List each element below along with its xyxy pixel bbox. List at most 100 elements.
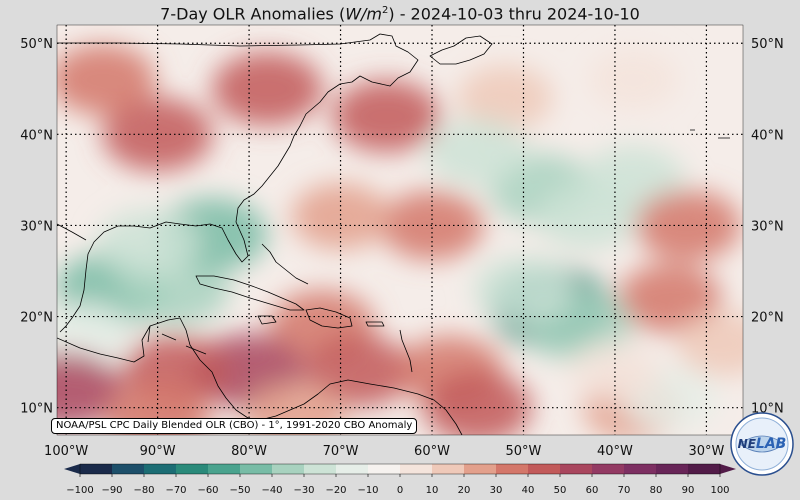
colorbar-tick-label: −50: [229, 485, 250, 496]
colorbar-segment: [624, 464, 657, 474]
anomaly-region: [380, 190, 484, 260]
colorbar-tick-label: −40: [261, 485, 282, 496]
colorbar-tick-label: −30: [293, 485, 314, 496]
anomaly-region: [291, 183, 390, 250]
latitude-labels-right: 50°N40°N30°N20°N10°N: [751, 37, 784, 416]
longitude-labels: 100°W 90°W 80°W 70°W 60°W 50°W 40°W 30°W: [44, 444, 724, 459]
lat-label-left: 40°N: [20, 128, 53, 143]
lat-label-right: 30°N: [751, 219, 784, 234]
colorbar-tick-label: 0: [397, 485, 403, 496]
anomaly-region: [423, 371, 532, 435]
lat-label-left: 50°N: [20, 37, 53, 52]
colorbar: −100 −90 −80 −70 −60 −50 −40 −30 −20 −10 0 10 20 30 40…: [64, 463, 736, 496]
colorbar-tick-label: −100: [66, 485, 93, 496]
colorbar-segment: [464, 464, 497, 474]
bahamas: [261, 243, 309, 285]
colorbar-segment: [688, 464, 721, 474]
colorbar-tick-label: 30: [490, 485, 503, 496]
puerto-rico-outline: [365, 321, 385, 327]
colorbar-tick-label: −10: [357, 485, 378, 496]
colorbar-tick-label: 100: [710, 485, 729, 496]
lat-label-right: 50°N: [751, 37, 784, 52]
colorbar-tick-label: 50: [554, 485, 567, 496]
colorbar-segment: [656, 464, 689, 474]
lesser-antilles: [399, 329, 413, 373]
yucatan-central-america-coastline: [57, 317, 277, 421]
anomaly-region: [57, 302, 133, 368]
anomaly-region: [537, 182, 638, 251]
colorbar-tick-label: −90: [101, 485, 122, 496]
colorbar-tick-label: 80: [650, 485, 663, 496]
longitude-label: 30°W: [688, 444, 724, 459]
colorbar-segment: [432, 464, 465, 474]
colorbar-segment: [496, 464, 529, 474]
anomaly-region: [332, 80, 441, 153]
latitude-labels-left: 50°N 40°N 30°N 20°N 10°N: [20, 37, 53, 416]
anomaly-region: [473, 255, 574, 323]
colorbar-tick-label: −20: [325, 485, 346, 496]
colorbar-segment: [240, 464, 273, 474]
colorbar-segment: [304, 464, 337, 474]
nova-scotia-newfoundland: [429, 35, 493, 65]
lat-label-right: 40°N: [751, 128, 784, 143]
colorbar-segment: [112, 464, 145, 474]
lat-label-right: 20°N: [751, 311, 784, 326]
colorbar-tick-label: 60: [586, 485, 599, 496]
colorbar-tick-labels: −100 −90 −80 −70 −60 −50 −40 −30 −20 −10 0 10 20 30 40…: [66, 474, 730, 496]
colorbar-segment: [560, 464, 593, 474]
south-america-coastline: [275, 379, 463, 435]
anomaly-region: [427, 118, 528, 187]
colorbar-segment: [528, 464, 561, 474]
nexlab-logo: NELAB: [730, 412, 794, 476]
anomaly-region: [244, 383, 346, 435]
map-title: 7-Day OLR Anomalies (W/m2) - 2024-10-03 …: [160, 4, 640, 24]
colorbar-tick-label: 40: [522, 485, 535, 496]
colorbar-segment: [336, 464, 369, 474]
svg-text:NELAB: NELAB: [738, 436, 787, 452]
colorbar-segment: [144, 464, 177, 474]
longitude-label: 40°W: [597, 444, 633, 459]
longitude-label: 60°W: [414, 444, 450, 459]
longitude-label: 90°W: [140, 444, 176, 459]
colorbar-tick-label: 90: [682, 485, 695, 496]
lat-label-left: 10°N: [20, 402, 53, 417]
anomaly-region: [457, 65, 553, 131]
colorbar-tick-label: 10: [426, 485, 439, 496]
anomaly-region: [57, 351, 123, 427]
anomaly-region: [676, 311, 743, 377]
colorbar-segment: [208, 464, 241, 474]
us-mexico-border: [57, 223, 87, 241]
data-source-credit: NOAA/PSL CPC Daily Blended OLR (CBO) - 1…: [51, 418, 418, 434]
anomaly-region: [57, 44, 156, 115]
coastlines: [57, 33, 730, 435]
longitude-label: 100°W: [44, 444, 88, 459]
colorbar-segment: [368, 464, 401, 474]
anomaly-region: [304, 335, 413, 408]
map-plot-area: [57, 25, 743, 435]
anomaly-region: [212, 52, 323, 126]
anomaly-region: [587, 48, 679, 111]
azores: [690, 129, 730, 139]
colorbar-segment: [592, 464, 625, 474]
colorbar-tick-label: 70: [618, 485, 631, 496]
longitude-label: 50°W: [506, 444, 542, 459]
lat-label-left: 30°N: [20, 219, 53, 234]
colorbar-tick-label: −60: [197, 485, 218, 496]
colorbar-segment: [176, 464, 209, 474]
map-frame: [56, 24, 744, 436]
colorbar-tick-label: 20: [458, 485, 471, 496]
central-america-borders: [147, 325, 207, 355]
colorbar-tick-label: −70: [165, 485, 186, 496]
longitude-label: 80°W: [231, 444, 267, 459]
colorbar-min-extend: [64, 464, 80, 474]
anomaly-region: [569, 340, 661, 402]
colorbar-segment: [272, 464, 305, 474]
graticule: [57, 25, 743, 435]
colorbar-segment: [400, 464, 433, 474]
colorbar-tick-label: −80: [133, 485, 154, 496]
lat-label-left: 20°N: [20, 311, 53, 326]
anomaly-region: [618, 263, 722, 333]
colorbar-max-extend: [720, 464, 736, 474]
north-america-coastline: [57, 33, 419, 333]
